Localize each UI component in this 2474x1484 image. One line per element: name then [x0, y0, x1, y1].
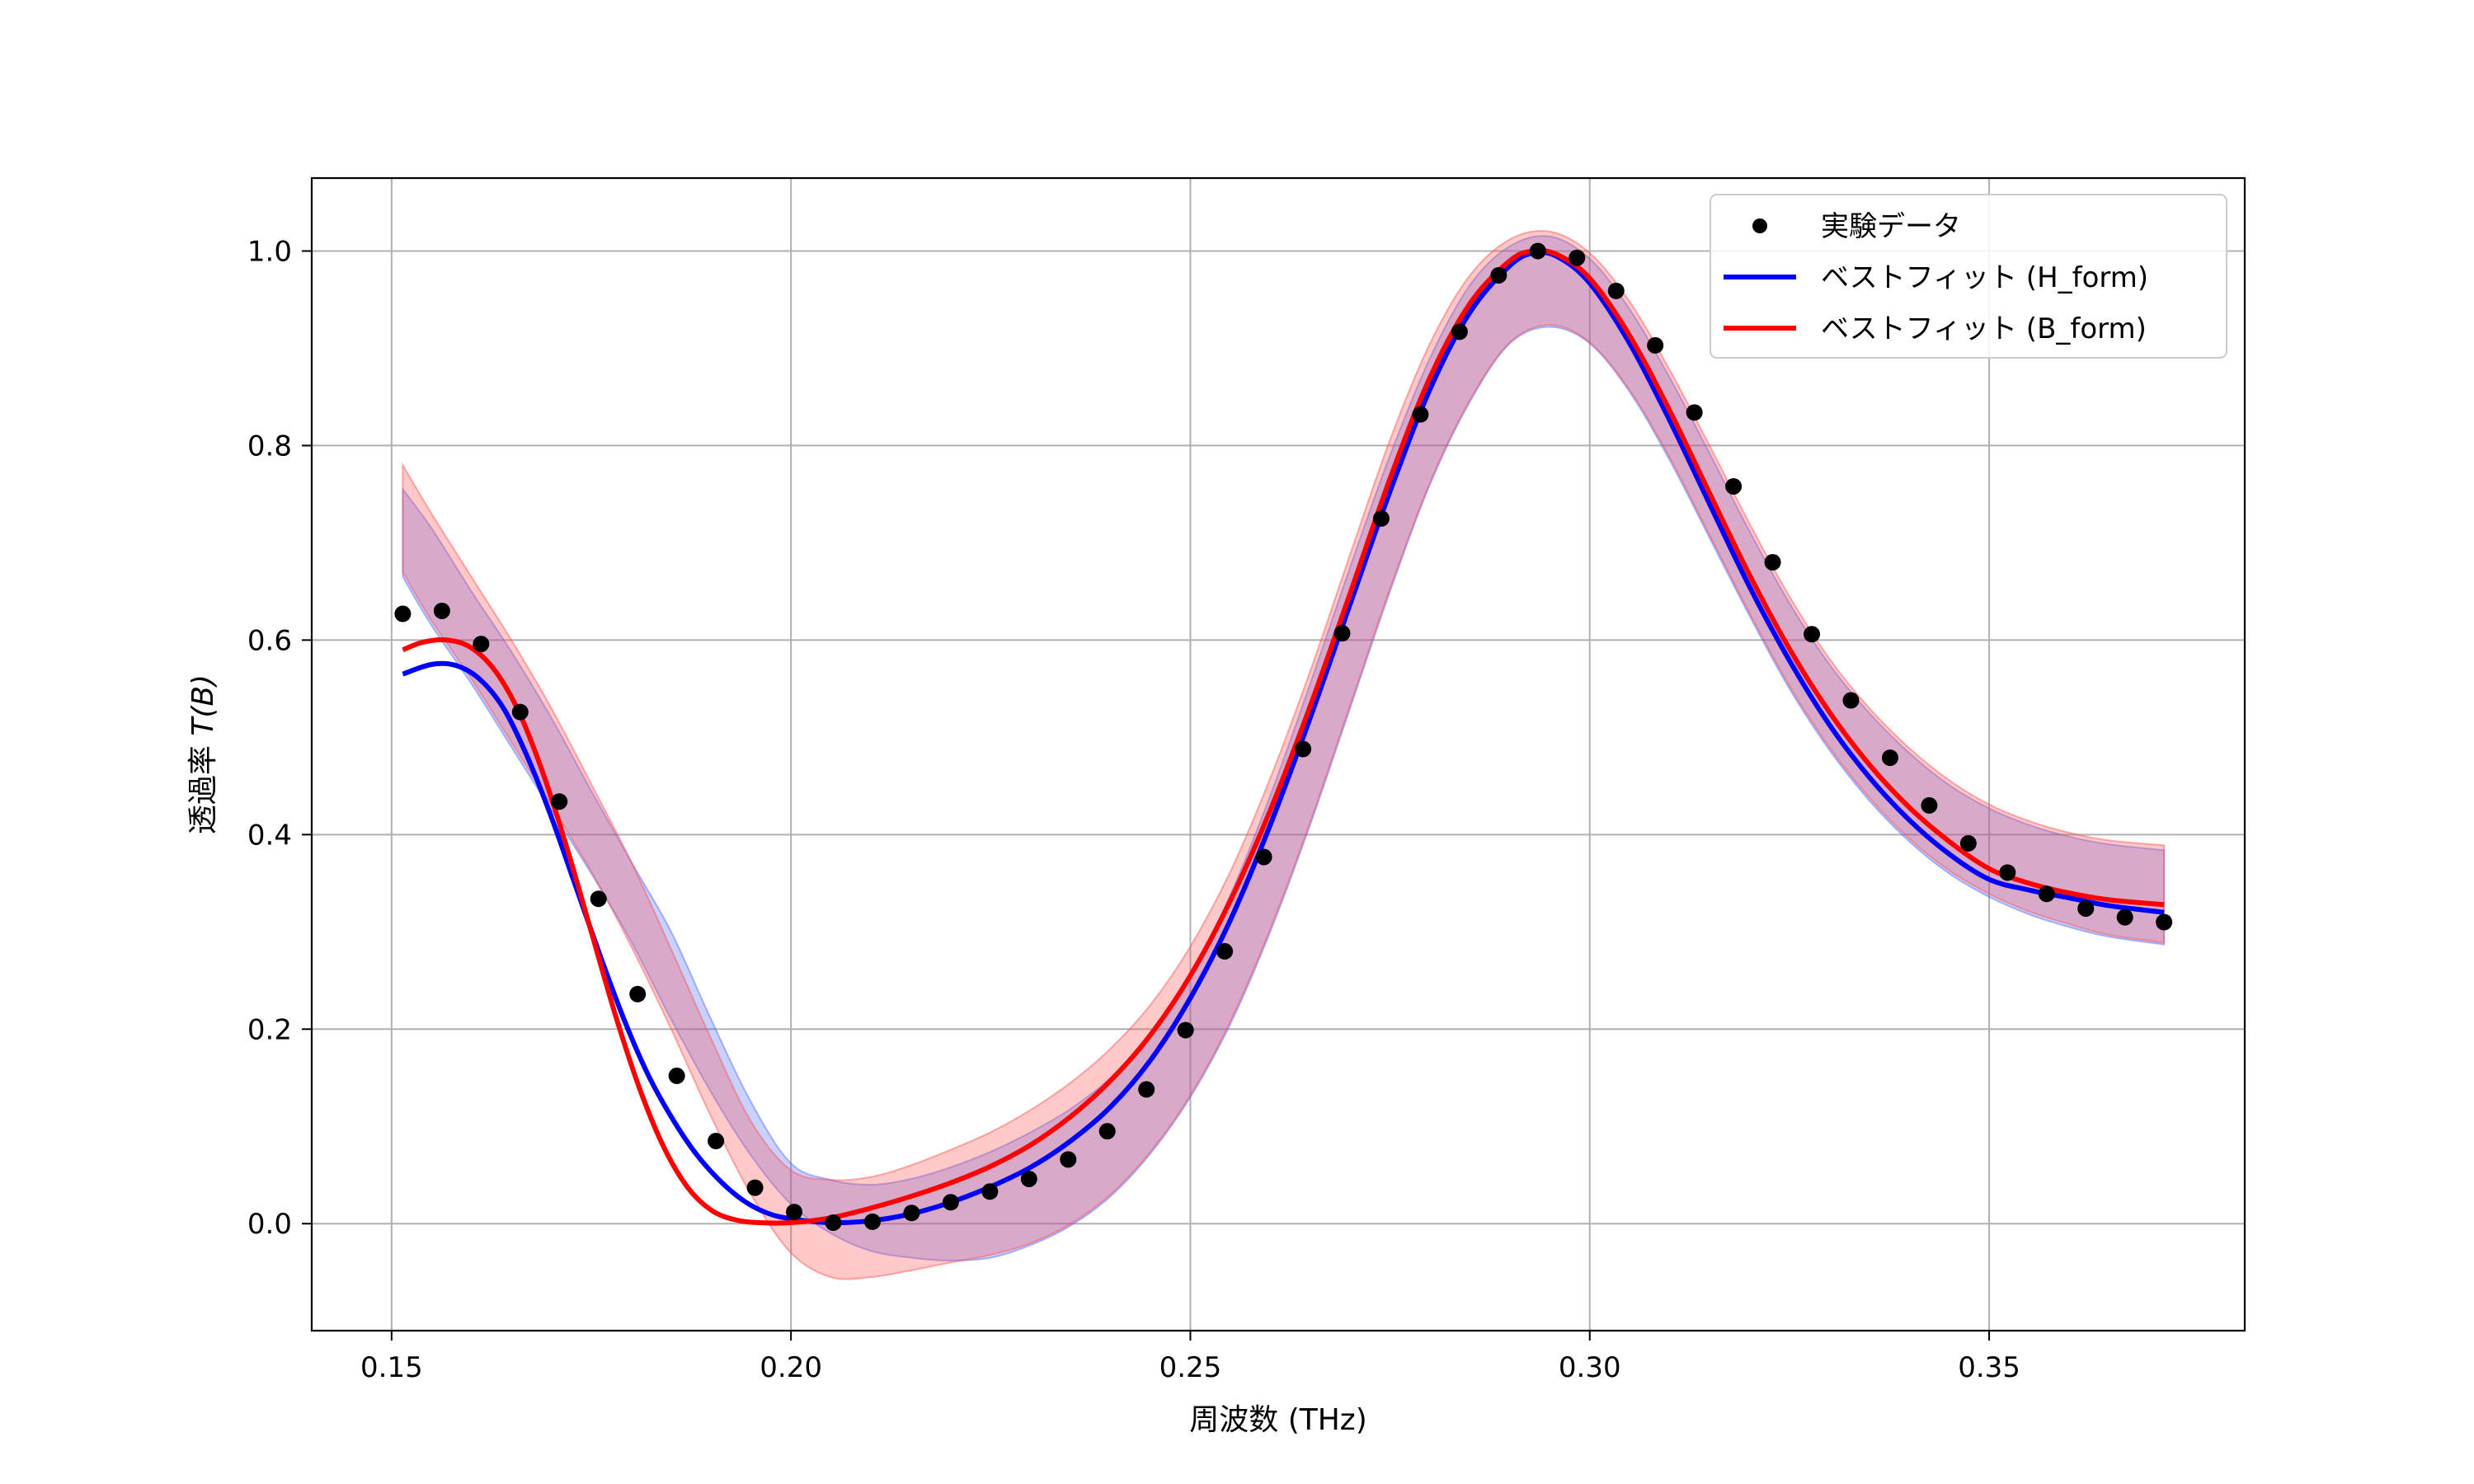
- data-point: [1804, 626, 1821, 643]
- data-point: [551, 793, 568, 810]
- data-point: [1999, 864, 2016, 881]
- x-tick-label: 0.35: [1958, 1351, 2020, 1384]
- data-point: [2077, 899, 2095, 917]
- x-axis-label: 周波数 (THz): [1189, 1403, 1367, 1437]
- line-b-form: [402, 247, 2165, 1226]
- y-tick-label: 0.6: [247, 624, 292, 657]
- data-point: [1177, 1021, 1194, 1039]
- plot-frame: [310, 176, 2246, 1332]
- data-point: [2038, 885, 2055, 903]
- x-tick-label: 0.30: [1559, 1351, 1621, 1384]
- data-point: [1098, 1123, 1116, 1140]
- band-b-form: [402, 229, 2166, 1280]
- y-axis-label: 透過率 T(B): [186, 674, 220, 834]
- y-tick-label: 0.0: [247, 1208, 292, 1241]
- data-point: [1959, 834, 1977, 852]
- data-point: [1607, 282, 1625, 299]
- data-point: [903, 1205, 920, 1222]
- y-tick-label: 1.0: [247, 235, 292, 268]
- data-point: [1725, 477, 1743, 495]
- y-tick-label: 0.4: [247, 819, 292, 852]
- legend-label-data: 実験データ: [1821, 210, 1961, 243]
- axis-ticks: 0.15 0.20 0.25 0.30 0.35 0.0 0.2 0.4 0.6 0.8 1.0: [247, 235, 2020, 1384]
- data-points: [394, 242, 2173, 1232]
- y-axis-label-prefix: 透過率: [186, 736, 220, 834]
- data-point: [511, 703, 529, 721]
- y-tick-label: 0.8: [247, 430, 292, 463]
- data-point: [1255, 848, 1272, 866]
- legend-label-h-form: ベストフィット (H_form): [1821, 261, 2148, 294]
- data-point: [1490, 266, 1507, 284]
- data-point: [1451, 323, 1468, 340]
- data-point: [394, 605, 412, 622]
- data-point: [1764, 554, 1781, 571]
- data-point: [668, 1067, 685, 1084]
- data-point: [433, 602, 450, 619]
- data-point: [629, 985, 647, 1003]
- data-point: [825, 1214, 842, 1232]
- data-point: [1295, 740, 1312, 758]
- legend: 実験データ ベストフィット (H_form) ベストフィット (B_form): [1710, 194, 2227, 359]
- data-point: [746, 1179, 764, 1196]
- x-tick-label: 0.25: [1159, 1351, 1222, 1384]
- data-point: [942, 1194, 959, 1211]
- data-point: [1647, 336, 1664, 354]
- line-h-form: [402, 249, 2165, 1226]
- legend-label-b-form: ベストフィット (B_form): [1821, 312, 2147, 345]
- data-point: [981, 1183, 999, 1200]
- data-point: [1060, 1151, 1077, 1168]
- x-tick-label: 0.15: [360, 1351, 423, 1384]
- data-point: [1333, 625, 1351, 642]
- data-point: [1686, 404, 1703, 421]
- data-point: [1842, 692, 1860, 709]
- data-point: [1020, 1170, 1037, 1187]
- data-point: [590, 890, 607, 908]
- fit-lines: [402, 247, 2165, 1226]
- data-point: [2156, 913, 2173, 931]
- data-point: [863, 1213, 881, 1230]
- data-point: [1138, 1081, 1155, 1098]
- x-tick-label: 0.20: [760, 1351, 822, 1384]
- data-point: [2116, 909, 2133, 926]
- band-h-form: [402, 235, 2166, 1262]
- y-tick-label: 0.2: [247, 1013, 292, 1046]
- data-point: [1569, 249, 1586, 266]
- data-point: [1412, 406, 1429, 423]
- y-axis-label-symbol: T(B): [186, 674, 220, 736]
- data-point: [473, 636, 490, 653]
- data-point: [1921, 796, 1938, 814]
- data-point: [1881, 749, 1898, 767]
- confidence-bands: [402, 229, 2166, 1280]
- data-point: [786, 1204, 803, 1221]
- legend-marker-data: [1752, 218, 1767, 233]
- data-point: [1372, 510, 1390, 527]
- legend-box: [1710, 194, 2227, 359]
- data-point: [1529, 242, 1546, 260]
- data-point: [1216, 942, 1234, 960]
- data-point: [708, 1132, 725, 1149]
